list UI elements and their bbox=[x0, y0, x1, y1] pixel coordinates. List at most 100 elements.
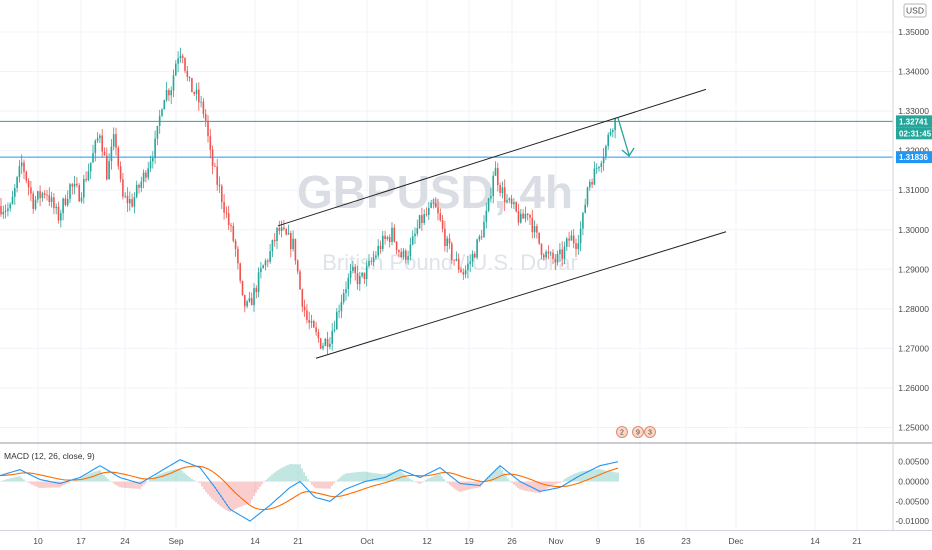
macd-histogram-bar bbox=[407, 477, 409, 482]
macd-histogram-bar bbox=[125, 481, 127, 488]
candle bbox=[421, 215, 423, 224]
candle bbox=[207, 120, 209, 137]
macd-histogram-bar bbox=[1, 480, 3, 482]
macd-histogram-bar bbox=[277, 470, 279, 482]
drawings[interactable] bbox=[277, 88, 727, 359]
macd-histogram-bar bbox=[243, 481, 245, 506]
macd-line bbox=[0, 459, 619, 522]
candle bbox=[64, 198, 67, 206]
macd-histogram-bar bbox=[591, 469, 593, 482]
macd-histogram-bar bbox=[505, 475, 507, 482]
candle bbox=[483, 221, 485, 238]
macd-histogram-bar bbox=[373, 473, 375, 482]
macd-histogram-bar bbox=[259, 481, 261, 487]
price-lines bbox=[0, 120, 893, 158]
macd-histogram-bar bbox=[287, 464, 289, 482]
macd-histogram-bar bbox=[301, 468, 303, 482]
macd-histogram-bar bbox=[75, 479, 77, 482]
macd-histogram-bar bbox=[557, 481, 559, 484]
macd-histogram-bar bbox=[329, 481, 331, 489]
candle bbox=[2, 211, 5, 215]
macd-histogram-bar bbox=[309, 481, 311, 483]
candle bbox=[154, 138, 156, 158]
candle bbox=[605, 145, 607, 157]
candle bbox=[524, 213, 527, 219]
macd-histogram-bar bbox=[337, 479, 339, 482]
candle bbox=[211, 149, 214, 166]
macd-histogram-bar bbox=[293, 464, 295, 482]
macd-histogram-bar bbox=[295, 464, 297, 482]
macd-histogram-bar bbox=[323, 481, 325, 489]
candle bbox=[271, 239, 274, 252]
candle bbox=[156, 125, 159, 139]
candle bbox=[149, 161, 152, 169]
macd-histogram-bar bbox=[455, 481, 457, 490]
candle bbox=[110, 146, 113, 162]
macd-histogram-bar bbox=[609, 471, 611, 482]
macd-histogram-bar bbox=[469, 481, 471, 490]
macd-y-tick: 0.00500 bbox=[898, 457, 929, 467]
candle bbox=[71, 184, 74, 187]
candle bbox=[485, 210, 488, 222]
candle bbox=[451, 243, 453, 260]
candle bbox=[492, 175, 494, 197]
candle bbox=[200, 101, 202, 103]
macd-histogram-bar bbox=[509, 480, 511, 482]
macd-histogram-bar bbox=[413, 481, 415, 482]
macd-histogram-bar bbox=[583, 470, 585, 482]
candle bbox=[361, 272, 363, 276]
candle bbox=[18, 166, 21, 178]
candle bbox=[78, 185, 80, 202]
macd-histogram-bar bbox=[363, 471, 365, 482]
candle bbox=[540, 243, 543, 255]
macd-histogram-bar bbox=[5, 479, 7, 482]
macd-histogram-bar bbox=[267, 478, 269, 482]
macd-histogram-bar bbox=[377, 473, 379, 482]
macd-histogram-bar bbox=[147, 481, 149, 482]
x-tick-label: 16 bbox=[635, 536, 645, 546]
candle bbox=[556, 254, 559, 263]
macd-histogram-bar bbox=[503, 473, 505, 482]
candle bbox=[384, 235, 386, 239]
candle bbox=[570, 235, 573, 241]
macd-histogram-bar bbox=[11, 477, 13, 482]
macd-histogram-bar bbox=[99, 470, 101, 482]
macd-histogram-bar bbox=[95, 471, 97, 482]
candle bbox=[191, 77, 193, 93]
candle bbox=[66, 198, 69, 206]
macd-histogram-bar bbox=[229, 481, 231, 513]
candle bbox=[246, 301, 248, 307]
macd-histogram-bar bbox=[33, 481, 35, 486]
macd-histogram-bar bbox=[255, 481, 257, 493]
candle bbox=[204, 113, 207, 121]
candle bbox=[234, 240, 237, 249]
macd-histogram-bar bbox=[341, 475, 343, 482]
macd-histogram-bar bbox=[137, 481, 139, 489]
time-axis[interactable]: 10 17 24 Sep 14 21 Oct 12 19 26 Nov 9 16 23 Dec 14 21 bbox=[0, 530, 932, 547]
macd-histogram-bar bbox=[411, 480, 413, 482]
macd-histogram-bar bbox=[527, 481, 529, 492]
candle bbox=[501, 187, 504, 193]
macd-histogram-bar bbox=[271, 474, 273, 482]
macd-histogram-bar bbox=[121, 481, 123, 488]
candle bbox=[262, 265, 264, 269]
macd-histogram-bar bbox=[415, 481, 417, 483]
macd-histogram-bar bbox=[467, 481, 469, 490]
candle bbox=[467, 263, 469, 271]
candle bbox=[520, 213, 522, 223]
candle bbox=[423, 214, 425, 224]
candle bbox=[326, 338, 329, 347]
candle bbox=[46, 194, 48, 196]
macd-histogram-bar bbox=[167, 471, 169, 482]
macd-histogram-bar bbox=[163, 472, 165, 482]
candle bbox=[391, 227, 393, 243]
price-axis[interactable]: 1.35000 1.34000 1.33000 1.32000 1.31000 1.300… bbox=[892, 0, 929, 530]
macd-histogram-bar bbox=[29, 481, 31, 484]
candle bbox=[89, 162, 92, 172]
candle bbox=[336, 311, 338, 330]
macd-histogram-bar bbox=[51, 481, 53, 488]
candle bbox=[133, 196, 136, 207]
candle bbox=[43, 193, 46, 195]
event-badge bbox=[632, 426, 644, 438]
